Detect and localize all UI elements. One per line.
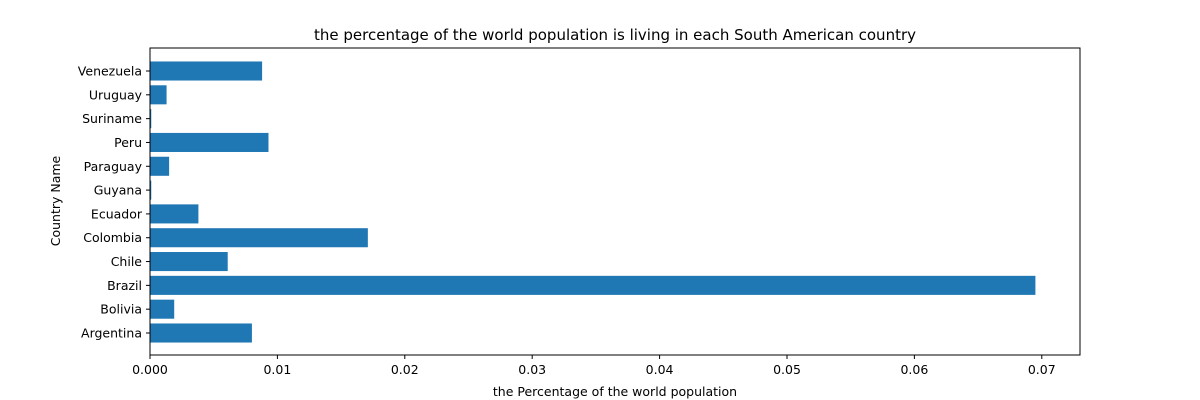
y-tick-label: Venezuela (78, 64, 142, 79)
x-tick-label: 0.000 (132, 362, 168, 377)
x-tick-label: 0.04 (646, 362, 674, 377)
x-tick-label: 0.03 (518, 362, 546, 377)
bar-chile (150, 252, 228, 272)
bar-brazil (150, 275, 1036, 295)
y-tick-label: Chile (111, 254, 143, 269)
bar-colombia (150, 228, 368, 248)
bar-ecuador (150, 204, 199, 224)
x-axis-label: the Percentage of the world population (493, 384, 737, 399)
bar-guyana (150, 180, 152, 200)
bar-argentina (150, 323, 252, 343)
y-axis-ticks: Argentina Bolivia Brazil Chile Colombia Ecuad… (78, 64, 150, 341)
y-tick-label: Ecuador (91, 206, 143, 221)
bars-group (150, 61, 1036, 343)
chart-title: the percentage of the world population i… (314, 26, 916, 44)
bar-peru (150, 132, 269, 152)
x-tick-label: 0.06 (900, 362, 928, 377)
axes-frame (149, 47, 1081, 356)
y-tick-label: Uruguay (89, 87, 143, 102)
bar-paraguay (150, 156, 170, 176)
y-tick-label: Colombia (83, 230, 142, 245)
y-tick-label: Peru (114, 135, 142, 150)
x-tick-label: 0.02 (391, 362, 419, 377)
y-tick-label: Argentina (81, 326, 142, 341)
y-tick-label: Suriname (82, 111, 142, 126)
bar-uruguay (150, 85, 167, 105)
y-tick-label: Guyana (94, 183, 142, 198)
bar-bolivia (150, 299, 175, 319)
bar-suriname (150, 109, 152, 129)
x-tick-label: 0.01 (263, 362, 291, 377)
x-tick-label: 0.07 (1028, 362, 1056, 377)
y-tick-label: Bolivia (100, 302, 142, 317)
x-axis-ticks: 0.000 0.01 0.02 0.03 0.04 0.05 0.06 0.07 (132, 355, 1056, 377)
y-tick-label: Brazil (107, 278, 142, 293)
bar-venezuela (150, 61, 263, 81)
y-axis-label: Country Name (48, 155, 63, 246)
x-tick-label: 0.05 (773, 362, 801, 377)
y-tick-label: Paraguay (84, 159, 143, 174)
